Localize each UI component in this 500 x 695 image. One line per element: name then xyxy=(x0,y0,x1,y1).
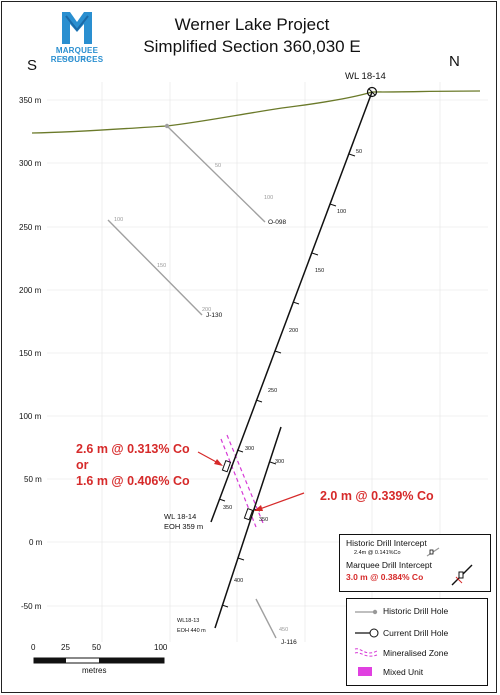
intercept-annotation-upper: 2.6 m @ 0.313% Co or 1.6 m @ 0.406% Co xyxy=(76,441,190,489)
depth-label: 50 xyxy=(356,149,363,155)
mineralised-zone-legend-icon xyxy=(354,648,378,657)
depth-label: 450 xyxy=(279,627,289,633)
logo-mark-icon xyxy=(62,12,92,44)
intercept-marker-wl1814 xyxy=(221,459,232,473)
historic-hole-j116 xyxy=(255,598,277,639)
historic-collar-icon xyxy=(164,123,170,129)
depth-label: 150 xyxy=(315,268,325,274)
hole-label-j116: J-116 xyxy=(281,639,297,646)
depth-label: 250 xyxy=(268,388,278,394)
depth-label: 100 xyxy=(337,209,347,215)
elevation-label: 250 m xyxy=(19,223,42,232)
arrow-head-icon xyxy=(254,505,263,511)
scale-tick-label: 100 xyxy=(154,643,168,652)
legend-historic-drill-hole: Historic Drill Hole xyxy=(383,606,449,616)
marquee-intercept-title: Marquee Drill Intercept xyxy=(346,560,432,570)
intercept-upper-line-2: 1.6 m @ 0.406% Co xyxy=(76,474,190,488)
historic-intercept-title: Historic Drill Intercept xyxy=(346,538,427,548)
elevation-label: 50 m xyxy=(24,475,42,484)
eoh-label-wl1814-depth: EOH 359 m xyxy=(164,522,204,531)
direction-north: N xyxy=(449,53,460,70)
depth-label: 150 xyxy=(157,263,167,269)
depth-label: 300 xyxy=(245,446,255,452)
direction-south: S xyxy=(27,57,38,74)
historic-drill-holes xyxy=(107,125,277,639)
hole-label-wl1814: WL 18-14 xyxy=(345,71,386,82)
depth-label: 350 xyxy=(259,517,269,523)
intercept-upper-or: or xyxy=(76,458,89,472)
scale-tick-label: 50 xyxy=(92,643,101,652)
title-line-1: Werner Lake Project xyxy=(174,15,330,34)
title-line-2: Simplified Section 360,030 E xyxy=(143,37,361,56)
eoh-label-wl1813-name: WL18-13 xyxy=(177,618,200,624)
page-title: Werner Lake Project Simplified Section 3… xyxy=(142,14,362,58)
elevation-label: 150 m xyxy=(19,349,42,358)
historic-intercept-example: 2.4m @ 0.141%Co xyxy=(354,550,401,556)
surface-topography-line xyxy=(31,90,481,134)
elevation-label: 200 m xyxy=(19,286,42,295)
arrow-head-icon xyxy=(214,459,223,466)
scale-tick-label: 0 xyxy=(31,643,36,652)
logo-suffix: LIMITED xyxy=(61,56,93,62)
legend-mineralised-zone: Mineralised Zone xyxy=(383,648,449,658)
historic-intercept-symbol-icon xyxy=(426,547,440,557)
legend-current-drill-hole: Current Drill Hole xyxy=(383,628,449,638)
marquee-intercept-example: 3.0 m @ 0.384% Co xyxy=(346,572,424,582)
intercept-annotation-lower: 2.0 m @ 0.339% Co xyxy=(320,489,434,503)
company-logo: MARQUEE RESOURCES LIMITED xyxy=(32,10,122,64)
collar-cross-icon xyxy=(368,88,376,96)
depth-label: 100 xyxy=(264,195,274,201)
scale-bar xyxy=(33,657,165,664)
mixed-unit-swatch xyxy=(358,667,372,676)
intercept-marker-wl1813 xyxy=(243,507,254,521)
eoh-label-wl1813-depth: EOH 440 m xyxy=(177,628,206,634)
intercept-arrow-lower xyxy=(256,492,305,511)
hole-label-j130: J-130 xyxy=(206,312,223,319)
current-hole-wl1814 xyxy=(210,91,373,523)
mineralised-zone xyxy=(220,434,264,528)
historic-hole-j130 xyxy=(107,219,203,316)
legend-mixed-unit: Mixed Unit xyxy=(383,667,424,677)
scale-tick-label: 25 xyxy=(61,643,70,652)
eoh-label-wl1814-name: WL 18-14 xyxy=(164,512,197,521)
elevation-label: 0 m xyxy=(29,538,43,547)
elevation-label: 100 m xyxy=(19,412,42,421)
marquee-intercept-symbol-icon xyxy=(451,564,473,586)
depth-label: 200 xyxy=(289,328,299,334)
intercept-upper-line-1: 2.6 m @ 0.313% Co xyxy=(76,442,190,456)
historic-hole-o098 xyxy=(166,125,266,223)
depth-label: 200 xyxy=(202,307,212,313)
hole-label-o098: O-098 xyxy=(268,219,287,226)
elevation-label: 300 m xyxy=(19,159,42,168)
depth-label: 400 xyxy=(234,578,244,584)
wl1813-depth-ticks xyxy=(221,461,277,608)
current-hole-wl1813 xyxy=(214,426,282,629)
legend-box: Historic Drill Hole Current Drill Hole M… xyxy=(346,598,488,686)
depth-label: 100 xyxy=(114,217,124,223)
depth-label: 50 xyxy=(215,163,222,169)
wl1814-depth-ticks xyxy=(218,153,356,502)
elevation-label: 350 m xyxy=(19,96,42,105)
logo-company-name: MARQUEE RESOURCES xyxy=(50,46,104,64)
scale-unit-label: metres xyxy=(82,666,107,675)
depth-label: 350 xyxy=(223,505,233,511)
depth-label: 300 xyxy=(275,459,285,465)
intercept-key-box: Historic Drill Intercept 2.4m @ 0.141%Co… xyxy=(339,534,491,592)
historic-hole-legend-icon xyxy=(355,609,378,615)
collar-circle-icon xyxy=(366,86,378,98)
elevation-label: -50 m xyxy=(21,602,42,611)
current-hole-legend-icon xyxy=(355,628,379,638)
